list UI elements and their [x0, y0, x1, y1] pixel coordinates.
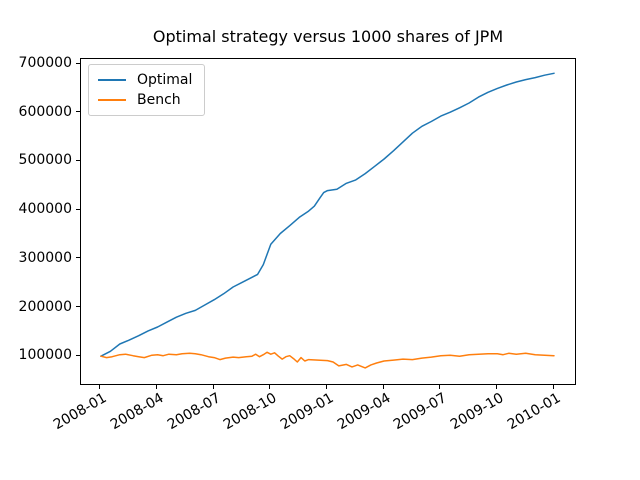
x-tick-label: 2008-10: [221, 390, 280, 434]
legend-line-optimal: [98, 79, 126, 81]
bench-series-line: [100, 351, 555, 369]
plot-area: Optimal Bench: [80, 58, 576, 385]
x-tick-mark: [212, 385, 214, 389]
x-tick-label: 2009-10: [447, 390, 507, 434]
y-tick-label: 500000: [18, 152, 72, 169]
y-tick-label: 300000: [18, 249, 72, 266]
y-tick-mark: [76, 62, 80, 64]
y-tick-mark: [76, 159, 80, 161]
legend-entry-bench: Bench: [98, 90, 192, 110]
x-tick-mark: [552, 385, 554, 389]
legend-label-bench: Bench: [137, 92, 181, 108]
y-tick-mark: [76, 306, 80, 307]
x-tick-label: 2009-07: [391, 390, 450, 434]
plot-svg: [100, 72, 555, 369]
x-tick-mark: [495, 385, 497, 389]
x-tick-label: 2008-07: [164, 390, 224, 434]
y-tick-label: 600000: [18, 103, 72, 120]
x-tick-label: 2010-01: [504, 390, 563, 434]
optimal-series-line: [100, 72, 555, 357]
x-tick-mark: [382, 385, 384, 389]
y-tick-label: 100000: [18, 347, 72, 364]
y-tick-mark: [76, 111, 80, 113]
x-tick-label: 2008-01: [51, 390, 110, 434]
legend-label-optimal: Optimal: [137, 72, 193, 88]
legend: Optimal Bench: [88, 64, 206, 116]
y-tick-mark: [76, 208, 80, 210]
y-tick-label: 700000: [18, 55, 72, 71]
x-tick-mark: [269, 385, 271, 389]
y-tick-mark: [76, 257, 80, 259]
y-tick-label: 400000: [18, 201, 72, 218]
y-tick-mark: [76, 354, 80, 356]
x-tick-mark: [99, 385, 101, 389]
x-tick-mark: [156, 385, 158, 389]
legend-entry-optimal: Optimal: [98, 70, 192, 90]
x-tick-label: 2008-04: [107, 390, 167, 434]
x-tick-mark: [326, 385, 327, 389]
y-tick-label: 200000: [18, 298, 72, 315]
x-tick-label: 2009-04: [334, 390, 394, 434]
x-tick-label: 2009-01: [277, 390, 337, 434]
x-tick-mark: [439, 385, 441, 389]
legend-line-bench: [98, 99, 126, 101]
chart-title: Optimal strategy versus 1000 shares of J…: [152, 27, 504, 46]
